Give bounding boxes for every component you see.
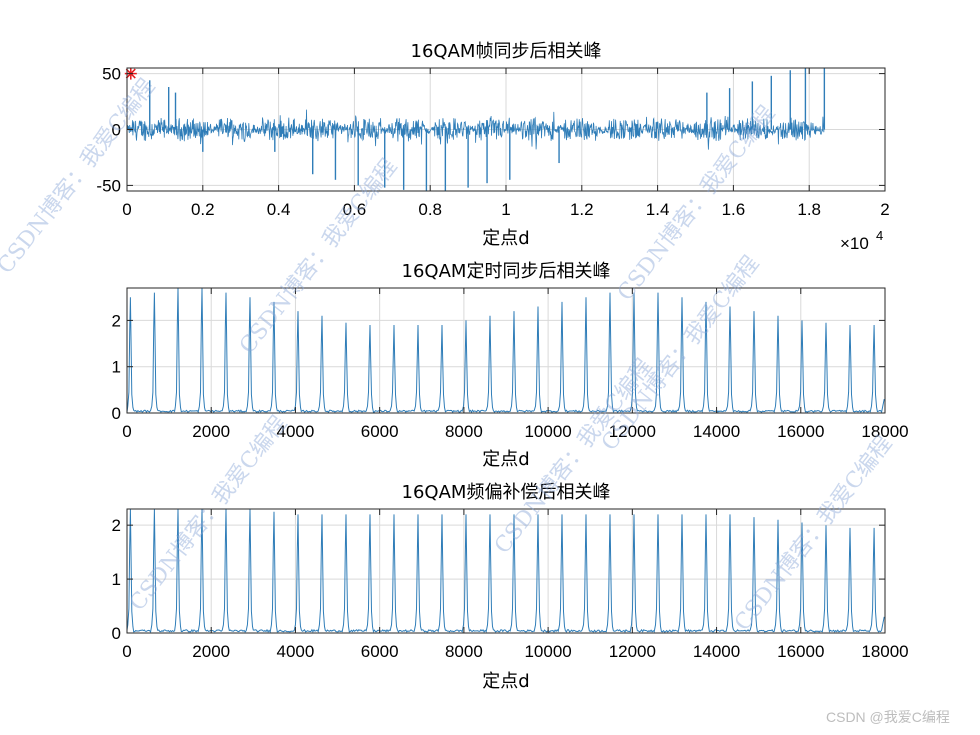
x-tick-label: 12000 bbox=[609, 422, 656, 441]
watermarks: CSDN博客：我爱C编程 CSDN博客：我爱C编程 CSDN博客：我爱C编程 C… bbox=[0, 74, 897, 635]
x-tick-label: 4000 bbox=[277, 422, 315, 441]
x-tick-label: 2000 bbox=[192, 422, 230, 441]
y-tick-label: 1 bbox=[112, 570, 121, 589]
x-tick-label: 8000 bbox=[445, 422, 483, 441]
x-tick-label: 1.8 bbox=[797, 200, 821, 219]
series-line bbox=[127, 288, 885, 413]
y-tick-label: 0 bbox=[112, 624, 121, 643]
x-tick-label: 18000 bbox=[861, 422, 908, 441]
x-tick-label: 16000 bbox=[777, 422, 824, 441]
x-tick-label: 10000 bbox=[524, 422, 571, 441]
x-tick-label: 0 bbox=[122, 200, 131, 219]
x-tick-label: 1.6 bbox=[722, 200, 746, 219]
x-tick-label: 0.8 bbox=[418, 200, 442, 219]
x-exponent-base: ×10 bbox=[840, 234, 869, 253]
x-axis-label: 定点d bbox=[482, 228, 529, 249]
x-exponent-power: 4 bbox=[876, 228, 883, 243]
x-tick-label: 16000 bbox=[777, 642, 824, 661]
chart-panel-2: 0 2000 4000 6000 8000 10000 12000 14000 16000 180… bbox=[112, 261, 909, 470]
x-tick-label: 0 bbox=[122, 422, 131, 441]
watermark-3: CSDN博客：我爱C编程 bbox=[125, 411, 292, 615]
chart-title: 16QAM频偏补偿后相关峰 bbox=[402, 482, 611, 503]
x-exponent-label: ×10 4 bbox=[840, 228, 883, 253]
plot-area bbox=[127, 288, 885, 413]
x-tick-label: 4000 bbox=[277, 642, 315, 661]
x-tick-label: 0.4 bbox=[267, 200, 291, 219]
axes-frame bbox=[126, 508, 886, 634]
chart-panel-3: 0 2000 4000 6000 8000 10000 12000 14000 16000 180… bbox=[112, 482, 909, 692]
x-tick-label: 18000 bbox=[861, 642, 908, 661]
x-tick-label: 1.2 bbox=[570, 200, 594, 219]
x-tick-label: 1 bbox=[501, 200, 510, 219]
panels: 0 0.2 0.4 0.6 0.8 1 1.2 1.4 1.6 1.8 2-5005016QAM帧同… bbox=[96, 41, 908, 692]
y-tick-label: 2 bbox=[112, 516, 121, 535]
y-tick-label: 2 bbox=[112, 311, 121, 330]
plot-area bbox=[127, 509, 885, 633]
x-tick-label: 1.4 bbox=[646, 200, 670, 219]
series-line bbox=[127, 109, 825, 150]
x-tick-label: 8000 bbox=[445, 642, 483, 661]
axes-frame bbox=[126, 287, 886, 414]
x-tick-label: 6000 bbox=[361, 642, 399, 661]
series-line bbox=[127, 509, 885, 633]
x-tick-label: 0 bbox=[122, 642, 131, 661]
x-tick-label: 0.6 bbox=[343, 200, 367, 219]
y-tick-label: -50 bbox=[96, 176, 121, 195]
x-tick-label: 12000 bbox=[609, 642, 656, 661]
plot-area bbox=[127, 68, 826, 191]
x-tick-label: 14000 bbox=[693, 422, 740, 441]
chart-title: 16QAM定时同步后相关峰 bbox=[402, 261, 611, 282]
x-tick-label: 14000 bbox=[693, 642, 740, 661]
chart-title: 16QAM帧同步后相关峰 bbox=[411, 41, 602, 62]
x-axis-label: 定点d bbox=[482, 449, 529, 470]
x-tick-label: 6000 bbox=[361, 422, 399, 441]
x-tick-label: 2000 bbox=[192, 642, 230, 661]
credit-text: CSDN @我爱C编程 bbox=[826, 709, 950, 725]
y-tick-label: 0 bbox=[112, 121, 121, 140]
x-axis-label: 定点d bbox=[482, 671, 529, 692]
chart-panel-1: 0 0.2 0.4 0.6 0.8 1 1.2 1.4 1.6 1.8 2-5005016QAM帧同… bbox=[96, 41, 889, 253]
watermark-1: CSDN博客：我爱C编程 bbox=[0, 74, 160, 278]
x-tick-label: 2 bbox=[880, 200, 889, 219]
y-tick-label: 50 bbox=[102, 65, 121, 84]
x-tick-label: 0.2 bbox=[191, 200, 215, 219]
y-tick-label: 1 bbox=[112, 358, 121, 377]
y-tick-label: 0 bbox=[112, 404, 121, 423]
x-tick-label: 10000 bbox=[524, 642, 571, 661]
